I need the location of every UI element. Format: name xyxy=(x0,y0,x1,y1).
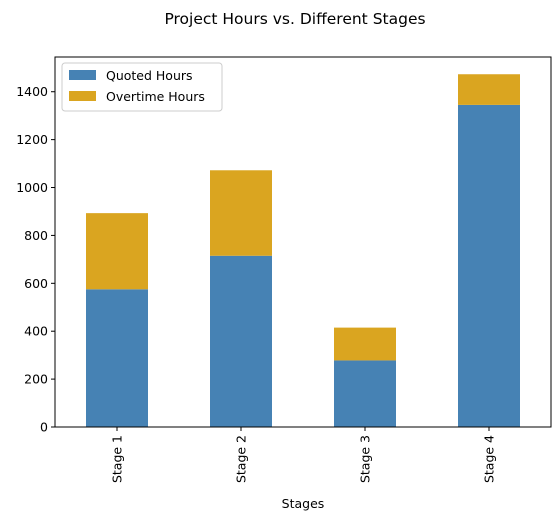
y-tick-label: 1000 xyxy=(16,180,48,195)
bars-group xyxy=(86,74,520,428)
legend: Quoted Hours Overtime Hours xyxy=(61,62,223,112)
y-tick-label: 200 xyxy=(24,372,48,387)
bar-quoted-stage-3 xyxy=(334,360,396,427)
bar-overtime-stage-2 xyxy=(210,170,272,256)
x-tick-label: Stage 3 xyxy=(358,435,373,483)
x-tick-label: Stage 1 xyxy=(110,435,125,483)
legend-swatch-quoted xyxy=(69,70,96,80)
bar-overtime-stage-4 xyxy=(458,74,520,105)
y-tick-label: 600 xyxy=(24,276,48,291)
legend-swatch-overtime xyxy=(69,91,96,101)
legend-label-overtime: Overtime Hours xyxy=(106,89,205,104)
y-tick-label: 1200 xyxy=(16,132,48,147)
y-tick-label: 800 xyxy=(24,228,48,243)
legend-label-quoted: Quoted Hours xyxy=(106,68,193,83)
y-tick-label: 400 xyxy=(24,324,48,339)
y-tick-label: 1400 xyxy=(16,84,48,99)
bar-overtime-stage-3 xyxy=(334,327,396,361)
bar-quoted-stage-4 xyxy=(458,104,520,428)
y-axis: 0 200 400 600 800 1000 1200 1400 xyxy=(16,84,55,435)
x-tick-label: Stage 2 xyxy=(234,435,249,483)
chart-title: Project Hours vs. Different Stages xyxy=(164,10,425,28)
bar-overtime-stage-1 xyxy=(86,213,148,290)
bar-quoted-stage-2 xyxy=(210,255,272,427)
x-axis: Stage 1 Stage 2 Stage 3 Stage 4 xyxy=(110,427,497,483)
x-tick-label: Stage 4 xyxy=(482,435,497,483)
x-axis-label: Stages xyxy=(282,496,325,511)
legend-box xyxy=(61,62,223,112)
y-tick-label: 0 xyxy=(40,420,48,435)
plot-frame xyxy=(54,56,552,428)
bar-quoted-stage-1 xyxy=(86,289,148,427)
